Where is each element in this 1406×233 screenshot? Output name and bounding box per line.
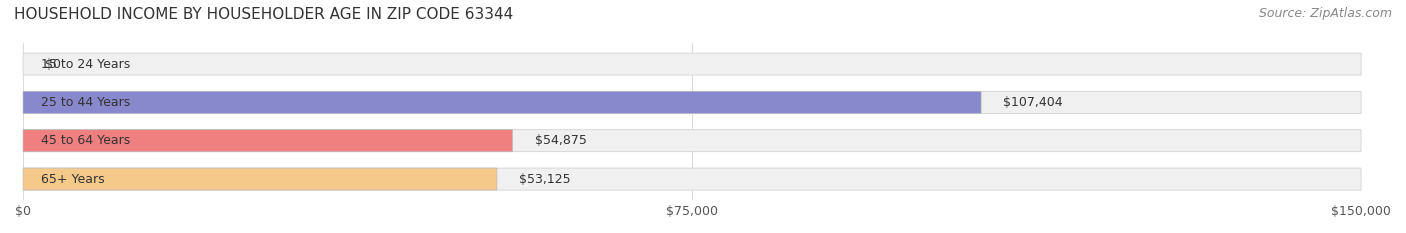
FancyBboxPatch shape bbox=[22, 91, 1361, 113]
Text: HOUSEHOLD INCOME BY HOUSEHOLDER AGE IN ZIP CODE 63344: HOUSEHOLD INCOME BY HOUSEHOLDER AGE IN Z… bbox=[14, 7, 513, 22]
Text: 45 to 64 Years: 45 to 64 Years bbox=[41, 134, 131, 147]
Text: $0: $0 bbox=[45, 58, 62, 71]
Text: $107,404: $107,404 bbox=[1004, 96, 1063, 109]
Text: $54,875: $54,875 bbox=[534, 134, 586, 147]
FancyBboxPatch shape bbox=[22, 53, 1361, 75]
FancyBboxPatch shape bbox=[22, 168, 496, 190]
Text: 25 to 44 Years: 25 to 44 Years bbox=[41, 96, 131, 109]
FancyBboxPatch shape bbox=[22, 168, 1361, 190]
FancyBboxPatch shape bbox=[22, 91, 981, 113]
Text: $53,125: $53,125 bbox=[519, 173, 571, 185]
Text: 65+ Years: 65+ Years bbox=[41, 173, 104, 185]
Text: Source: ZipAtlas.com: Source: ZipAtlas.com bbox=[1258, 7, 1392, 20]
Text: 15 to 24 Years: 15 to 24 Years bbox=[41, 58, 131, 71]
FancyBboxPatch shape bbox=[22, 130, 1361, 152]
FancyBboxPatch shape bbox=[22, 130, 513, 152]
